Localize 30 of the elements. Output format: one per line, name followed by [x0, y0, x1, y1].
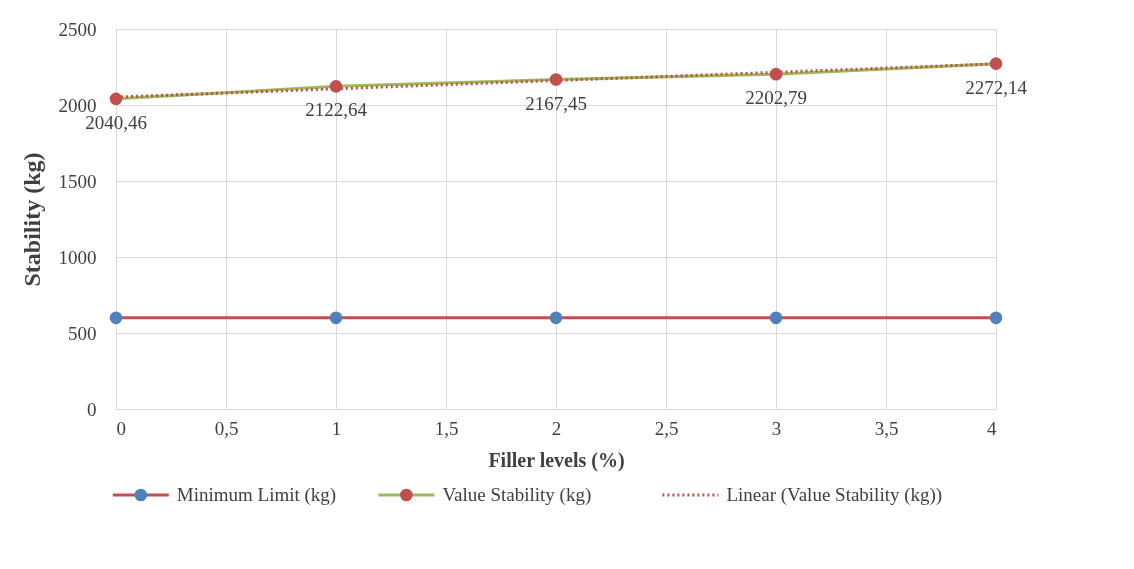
point: [989, 57, 1003, 70]
y-tick-label: 0: [87, 398, 97, 420]
data-label: 2272,14: [965, 76, 1028, 98]
point: [109, 311, 123, 325]
data-label: 2167,45: [525, 92, 587, 114]
point: [989, 311, 1003, 325]
x-tick-label: 2: [551, 417, 562, 439]
y-tick-label: 500: [68, 322, 97, 344]
x-axis-title: Filler levels (%): [488, 448, 625, 472]
x-tick-label: 1: [331, 417, 342, 439]
y-axis-title: Stability (kg): [18, 152, 45, 287]
y-tick-label: 1500: [58, 170, 97, 192]
point: [769, 311, 783, 325]
y-tick-label: 2500: [58, 18, 97, 40]
legend-label: Minimum Limit (kg): [176, 484, 337, 506]
point: [109, 92, 123, 106]
x-tick-label: 3: [771, 417, 782, 439]
y-tick-label: 1000: [58, 246, 97, 268]
data-label: 2202,79: [745, 87, 807, 109]
x-tick-label: 0,5: [214, 417, 239, 439]
x-tick-label: 2,5: [654, 417, 679, 439]
x-tick-label: 4: [987, 417, 997, 439]
x-tick-label: 0: [116, 417, 126, 439]
x-tick-label: 3,5: [874, 417, 899, 439]
legend-label: Value Stability (kg): [442, 484, 592, 506]
point: [329, 311, 343, 325]
legend-label: Linear (Value Stability (kg)): [726, 484, 943, 506]
point: [549, 311, 563, 325]
x-tick-label: 1,5: [434, 417, 459, 439]
data-label: 2122,64: [305, 99, 368, 121]
